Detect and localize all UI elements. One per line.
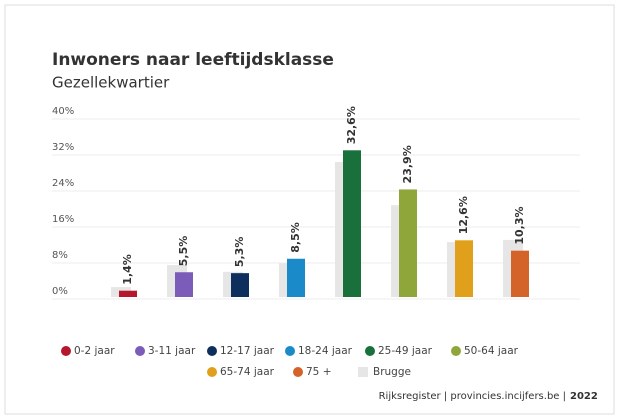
bar [175,272,193,297]
legend-swatch [451,346,461,356]
y-tick-label: 40% [52,106,74,117]
value-label: 23,9% [401,145,414,183]
value-label: 32,6% [345,106,358,144]
chart-subtitle: Gezellekwartier [52,74,170,92]
legend-label: 18-24 jaar [298,345,353,357]
bar [511,250,529,297]
chart-title: Inwoners naar leeftijdsklasse [52,50,334,70]
source: Rijksregister | provincies.incijfers.be … [379,391,566,402]
legend-label: 65-74 jaar [220,366,275,378]
value-label: 1,4% [121,254,134,285]
y-tick-label: 24% [52,178,74,189]
legend-label: 0-2 jaar [74,345,115,357]
legend-swatch [293,367,303,377]
value-label: 12,6% [457,196,470,234]
value-label: 5,5% [177,236,190,267]
bar [455,240,473,297]
bar [343,150,361,297]
legend-label: 75 + [306,366,332,378]
value-label: 10,3% [513,206,526,244]
legend-swatch [358,367,368,377]
value-label: 5,3% [233,237,246,268]
bar [119,290,137,297]
y-tick-label: 8% [52,250,68,261]
legend-label: 25-49 jaar [378,345,433,357]
legend-label: Brugge [373,366,411,378]
legend-swatch [61,346,71,356]
legend-swatch [207,346,217,356]
year: 2022 [570,391,598,402]
bar [231,273,249,297]
legend-label: 50-64 jaar [464,345,519,357]
bar [287,258,305,297]
legend-swatch [207,367,217,377]
card [4,4,615,415]
legend-label: 12-17 jaar [220,345,275,357]
y-tick-label: 16% [52,214,74,225]
legend-swatch [135,346,145,356]
y-tick-label: 32% [52,142,74,153]
y-tick-label: 0% [52,286,68,297]
legend-label: 3-11 jaar [148,345,196,357]
legend-swatch [285,346,295,356]
bar [399,189,417,297]
legend-swatch [365,346,375,356]
value-label: 8,5% [289,222,302,253]
